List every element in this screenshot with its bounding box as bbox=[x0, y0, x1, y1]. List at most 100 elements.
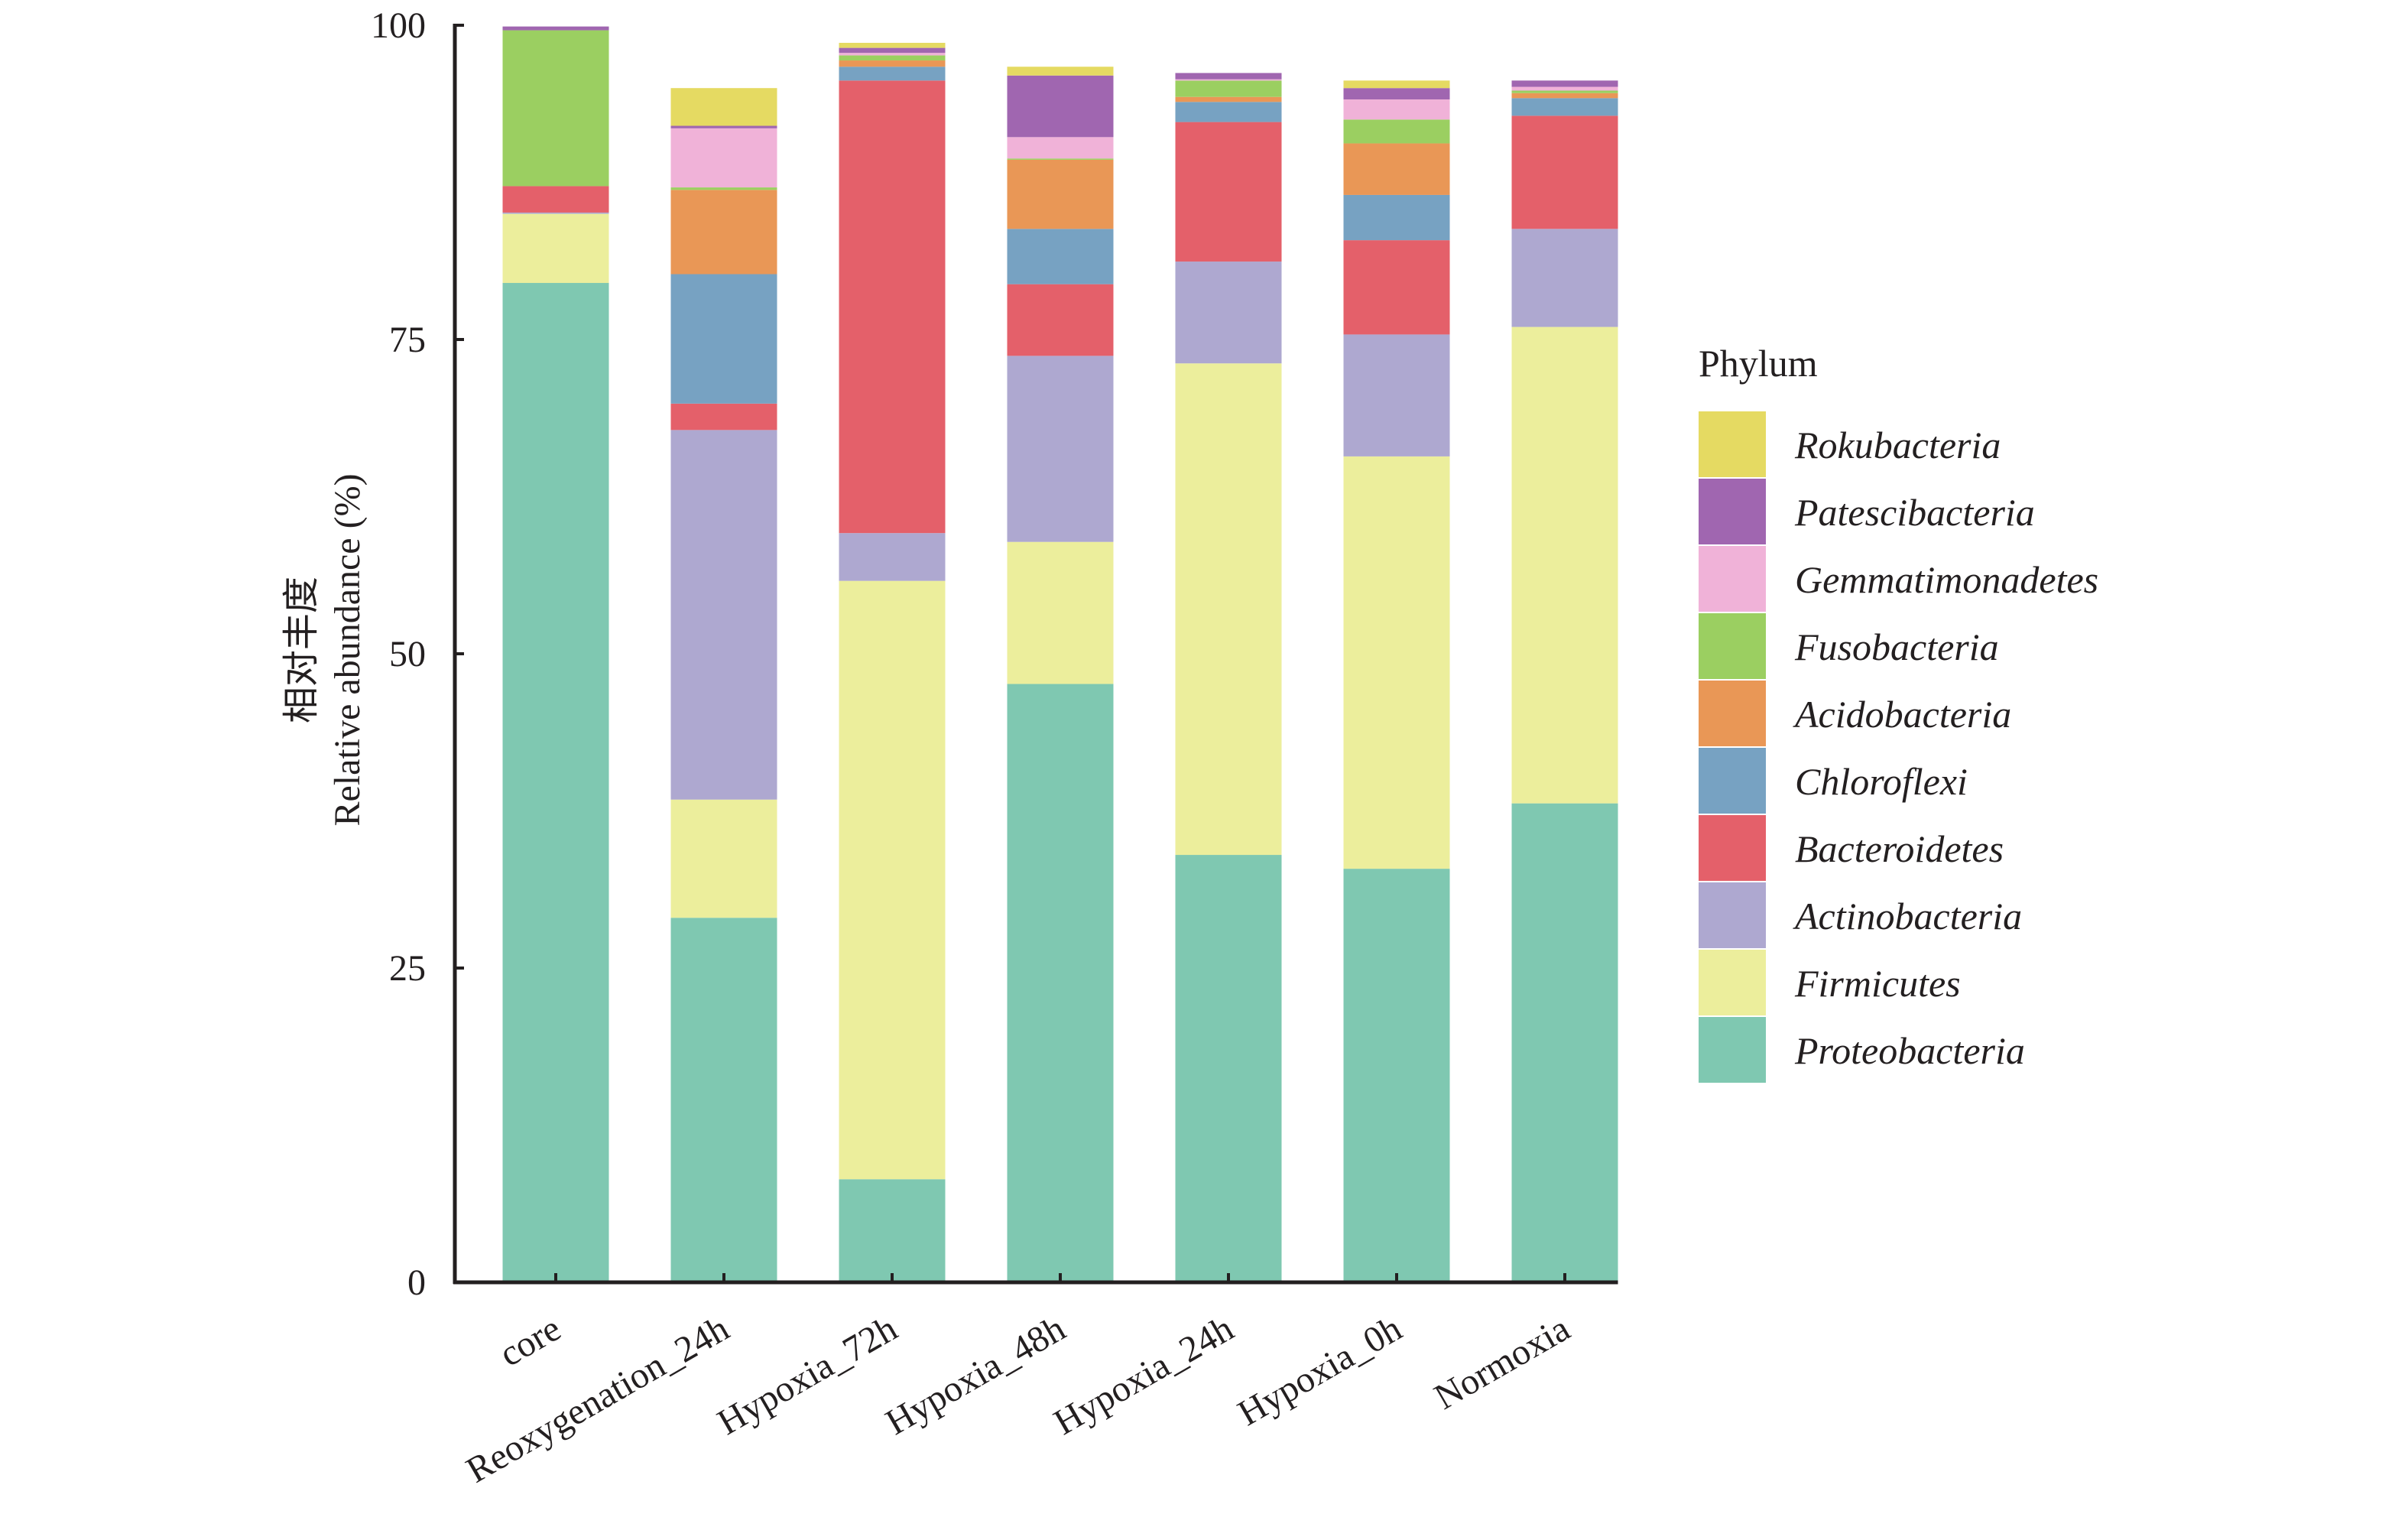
legend-label-rokubacteria: Rokubacteria bbox=[1794, 424, 2001, 466]
bar-segment-acidobacteria bbox=[670, 190, 777, 275]
legend-swatch-chloroflexi bbox=[1699, 748, 1766, 814]
bar-segment-patescibacteria bbox=[1343, 88, 1450, 99]
bar-segment-gemmatimonadetes bbox=[1511, 86, 1618, 91]
bar-segment-firmicutes bbox=[1343, 456, 1450, 869]
bar-segment-patescibacteria bbox=[670, 125, 777, 128]
bar-segment-acidobacteria bbox=[1511, 93, 1618, 99]
bar-segment-acidobacteria bbox=[1007, 159, 1114, 229]
bar-segment-firmicutes bbox=[839, 580, 946, 1180]
bar-segment-rokubacteria bbox=[1007, 67, 1114, 76]
legend-label-gemmatimonadetes: Gemmatimonadetes bbox=[1795, 558, 2098, 601]
bar-stack-hypoxia-48h bbox=[1007, 67, 1114, 1282]
legend-swatch-rokubacteria bbox=[1699, 411, 1766, 477]
legend-label-acidobacteria: Acidobacteria bbox=[1793, 693, 2011, 736]
y-axis-title: 相对丰度 Relative abundance (%) bbox=[281, 473, 368, 826]
legend-swatch-bacteroidetes bbox=[1699, 815, 1766, 881]
legend-label-fusobacteria: Fusobacteria bbox=[1794, 625, 1999, 668]
bar-segment-fusobacteria bbox=[670, 187, 777, 190]
bar-segment-gemmatimonadetes bbox=[839, 53, 946, 56]
bar-segment-patescibacteria bbox=[1175, 73, 1282, 80]
bar-segment-proteobacteria bbox=[1343, 869, 1450, 1282]
y-axis-title-english: Relative abundance (%) bbox=[327, 473, 368, 826]
bar-segment-patescibacteria bbox=[839, 47, 946, 54]
bar-stack-core bbox=[502, 26, 609, 1282]
bar-segment-actinobacteria bbox=[1175, 262, 1282, 364]
bar-segment-chloroflexi bbox=[670, 274, 777, 404]
bar-segment-firmicutes bbox=[502, 213, 609, 284]
bar-segment-acidobacteria bbox=[1175, 96, 1282, 102]
legend-label-proteobacteria: Proteobacteria bbox=[1794, 1029, 2025, 1072]
bar-segment-patescibacteria bbox=[502, 26, 609, 31]
legend-swatch-firmicutes bbox=[1699, 950, 1766, 1015]
x-tick-label: Hypoxia_48h bbox=[879, 1308, 1073, 1444]
y-tick-label: 100 bbox=[371, 5, 426, 46]
y-tick-label: 50 bbox=[389, 634, 426, 674]
bar-segment-firmicutes bbox=[1007, 541, 1114, 684]
legend-swatch-fusobacteria bbox=[1699, 613, 1766, 679]
legend-swatch-actinobacteria bbox=[1699, 882, 1766, 948]
bar-segment-patescibacteria bbox=[1007, 75, 1114, 138]
bars bbox=[502, 26, 1618, 1282]
x-tick-label: core bbox=[492, 1308, 567, 1375]
legend-label-patescibacteria: Patescibacteria bbox=[1794, 491, 2035, 534]
bar-segment-patescibacteria bbox=[1511, 80, 1618, 87]
bar-segment-bacteroidetes bbox=[1343, 240, 1450, 335]
bar-segment-fusobacteria bbox=[839, 55, 946, 61]
bar-segment-acidobacteria bbox=[839, 60, 946, 67]
bar-stack-reoxygenation-24h bbox=[670, 88, 777, 1282]
legend-swatch-acidobacteria bbox=[1699, 681, 1766, 746]
bar-segment-chloroflexi bbox=[1343, 194, 1450, 241]
x-tick-label: Hypoxia_0h bbox=[1231, 1308, 1408, 1434]
bar-segment-gemmatimonadetes bbox=[670, 128, 777, 188]
y-axis-title-chinese: 相对丰度 bbox=[281, 577, 322, 723]
bar-segment-bacteroidetes bbox=[839, 80, 946, 534]
bar-segment-firmicutes bbox=[1511, 327, 1618, 804]
legend-label-firmicutes: Firmicutes bbox=[1794, 962, 1961, 1005]
legend: Phylum Rokubacteria Patescibacteria Gemmat… bbox=[1699, 342, 2098, 1083]
bar-segment-actinobacteria bbox=[502, 212, 609, 214]
bar-segment-gemmatimonadetes bbox=[1343, 99, 1450, 120]
bar-segment-proteobacteria bbox=[502, 283, 609, 1282]
bar-segment-bacteroidetes bbox=[670, 403, 777, 430]
legend-swatch-proteobacteria bbox=[1699, 1017, 1766, 1083]
bar-segment-firmicutes bbox=[670, 799, 777, 918]
bar-segment-proteobacteria bbox=[1511, 803, 1618, 1282]
bar-segment-chloroflexi bbox=[1175, 102, 1282, 122]
legend-label-bacteroidetes: Bacteroidetes bbox=[1795, 827, 2004, 870]
legend-label-chloroflexi: Chloroflexi bbox=[1795, 760, 1968, 803]
legend-title: Phylum bbox=[1699, 342, 1818, 385]
bar-stack-hypoxia-24h bbox=[1175, 73, 1282, 1282]
bar-segment-proteobacteria bbox=[1007, 684, 1114, 1282]
bar-stack-hypoxia-0h bbox=[1343, 80, 1450, 1282]
bar-segment-firmicutes bbox=[1175, 363, 1282, 856]
bar-segment-proteobacteria bbox=[839, 1179, 946, 1282]
bar-segment-fusobacteria bbox=[1175, 80, 1282, 97]
bar-segment-fusobacteria bbox=[1343, 119, 1450, 144]
legend-swatch-patescibacteria bbox=[1699, 479, 1766, 544]
bar-stack-normoxia bbox=[1511, 80, 1618, 1282]
bar-segment-acidobacteria bbox=[1343, 143, 1450, 195]
y-tick-label: 75 bbox=[389, 320, 426, 360]
bar-segment-bacteroidetes bbox=[1175, 122, 1282, 262]
bar-segment-actinobacteria bbox=[1511, 229, 1618, 327]
bar-segment-proteobacteria bbox=[1175, 855, 1282, 1282]
legend-label-actinobacteria: Actinobacteria bbox=[1793, 895, 2022, 937]
bar-segment-chloroflexi bbox=[839, 67, 946, 81]
bar-segment-fusobacteria bbox=[1511, 90, 1618, 93]
bar-segment-chloroflexi bbox=[1511, 98, 1618, 116]
x-tick-label: Normoxia bbox=[1427, 1308, 1576, 1418]
bar-segment-actinobacteria bbox=[839, 533, 946, 581]
bar-segment-bacteroidetes bbox=[1511, 115, 1618, 229]
bar-segment-bacteroidetes bbox=[502, 186, 609, 213]
bar-segment-rokubacteria bbox=[839, 43, 946, 48]
bar-segment-bacteroidetes bbox=[1007, 284, 1114, 356]
bar-segment-actinobacteria bbox=[670, 430, 777, 800]
bar-segment-actinobacteria bbox=[1007, 356, 1114, 542]
bar-segment-actinobacteria bbox=[1343, 334, 1450, 456]
x-tick-label: Hypoxia_24h bbox=[1047, 1308, 1241, 1444]
bar-segment-proteobacteria bbox=[670, 918, 777, 1282]
bar-segment-fusobacteria bbox=[502, 30, 609, 187]
bar-segment-gemmatimonadetes bbox=[1175, 79, 1282, 81]
bar-segment-fusobacteria bbox=[1007, 158, 1114, 160]
x-tick-label: Hypoxia_72h bbox=[711, 1308, 904, 1444]
